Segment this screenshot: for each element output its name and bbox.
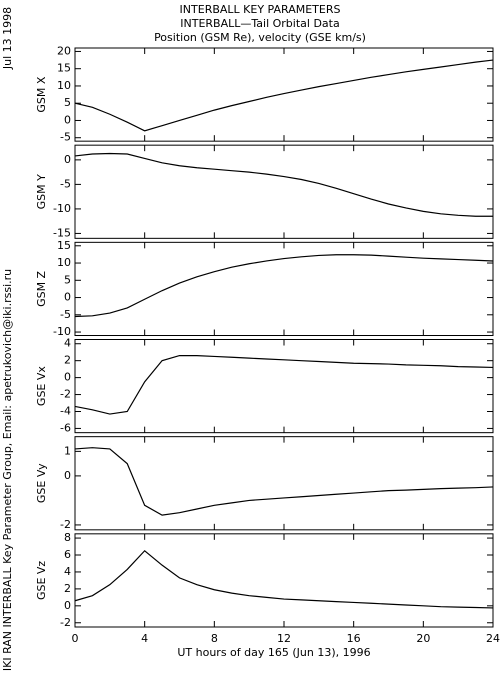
title-line: Position (GSM Re), velocity (GSE km/s) (154, 31, 366, 44)
y-tick-label: 0 (64, 291, 71, 304)
y-tick-label: 6 (64, 548, 71, 561)
y-tick-label: 10 (57, 79, 71, 92)
y-tick-label: 1 (64, 444, 71, 457)
y-tick-label: 0 (64, 469, 71, 482)
panel-frame (74, 339, 494, 434)
x-tick-label: 12 (277, 632, 291, 645)
y-tick-label: 15 (57, 62, 71, 75)
y-axis-label: GSM X (35, 76, 48, 112)
y-tick-label: 2 (64, 582, 71, 595)
y-axis-label: GSM Z (35, 270, 48, 306)
y-axis-label: GSE Vx (35, 366, 48, 406)
y-tick-label: -2 (60, 518, 71, 531)
y-tick-label: -5 (60, 131, 71, 144)
y-axis-label: GSE Vz (35, 561, 48, 600)
x-tick-label: 24 (486, 632, 500, 645)
data-line (74, 447, 494, 516)
y-tick-label: 10 (57, 256, 71, 269)
y-tick-label: 0 (64, 599, 71, 612)
y-tick-label: 0 (64, 153, 71, 166)
y-tick-label: 0 (64, 113, 71, 126)
y-tick-label: -6 (60, 421, 71, 434)
y-tick-label: 0 (64, 371, 71, 384)
data-line (74, 354, 494, 415)
y-tick-label: -10 (53, 202, 71, 215)
y-tick-label: -10 (53, 325, 71, 338)
x-tick-label: 8 (211, 632, 218, 645)
data-line (74, 152, 493, 217)
x-axis-label: UT hours of day 165 (Jun 13), 1996 (177, 646, 370, 659)
credit-label: IKI RAN INTERBALL Key Parameter Group, E… (1, 269, 14, 671)
data-line (74, 254, 494, 318)
y-tick-label: -5 (60, 308, 71, 321)
title-line: INTERBALL KEY PARAMETERS (180, 3, 341, 16)
panel-frame (74, 436, 494, 531)
x-tick-label: 4 (141, 632, 148, 645)
title-line: INTERBALL—Tail Orbital Data (180, 17, 339, 30)
y-axis-label: GSE Vy (35, 463, 48, 503)
y-tick-label: -15 (53, 226, 71, 239)
y-tick-label: -5 (60, 177, 71, 190)
y-tick-label: 20 (57, 44, 71, 57)
y-tick-label: 4 (64, 565, 71, 578)
y-tick-label: -4 (60, 404, 71, 417)
y-tick-label: 4 (64, 337, 71, 350)
panel-frame (74, 533, 494, 628)
y-tick-label: 2 (64, 354, 71, 367)
y-tick-label: 15 (57, 239, 71, 252)
y-tick-label: -2 (60, 616, 71, 629)
x-tick-label: 20 (416, 632, 430, 645)
panel-frame (74, 241, 494, 336)
x-tick-label: 16 (347, 632, 361, 645)
data-line (74, 59, 494, 132)
y-tick-label: 5 (64, 96, 71, 109)
y-tick-label: 5 (64, 273, 71, 286)
data-line (74, 549, 494, 609)
y-tick-label: -2 (60, 388, 71, 401)
y-axis-label: GSM Y (35, 174, 48, 209)
panel-frame (74, 144, 494, 239)
date-label: Jul 13 1998 (1, 7, 14, 70)
x-tick-label: 0 (72, 632, 79, 645)
y-tick-label: 8 (64, 531, 71, 544)
